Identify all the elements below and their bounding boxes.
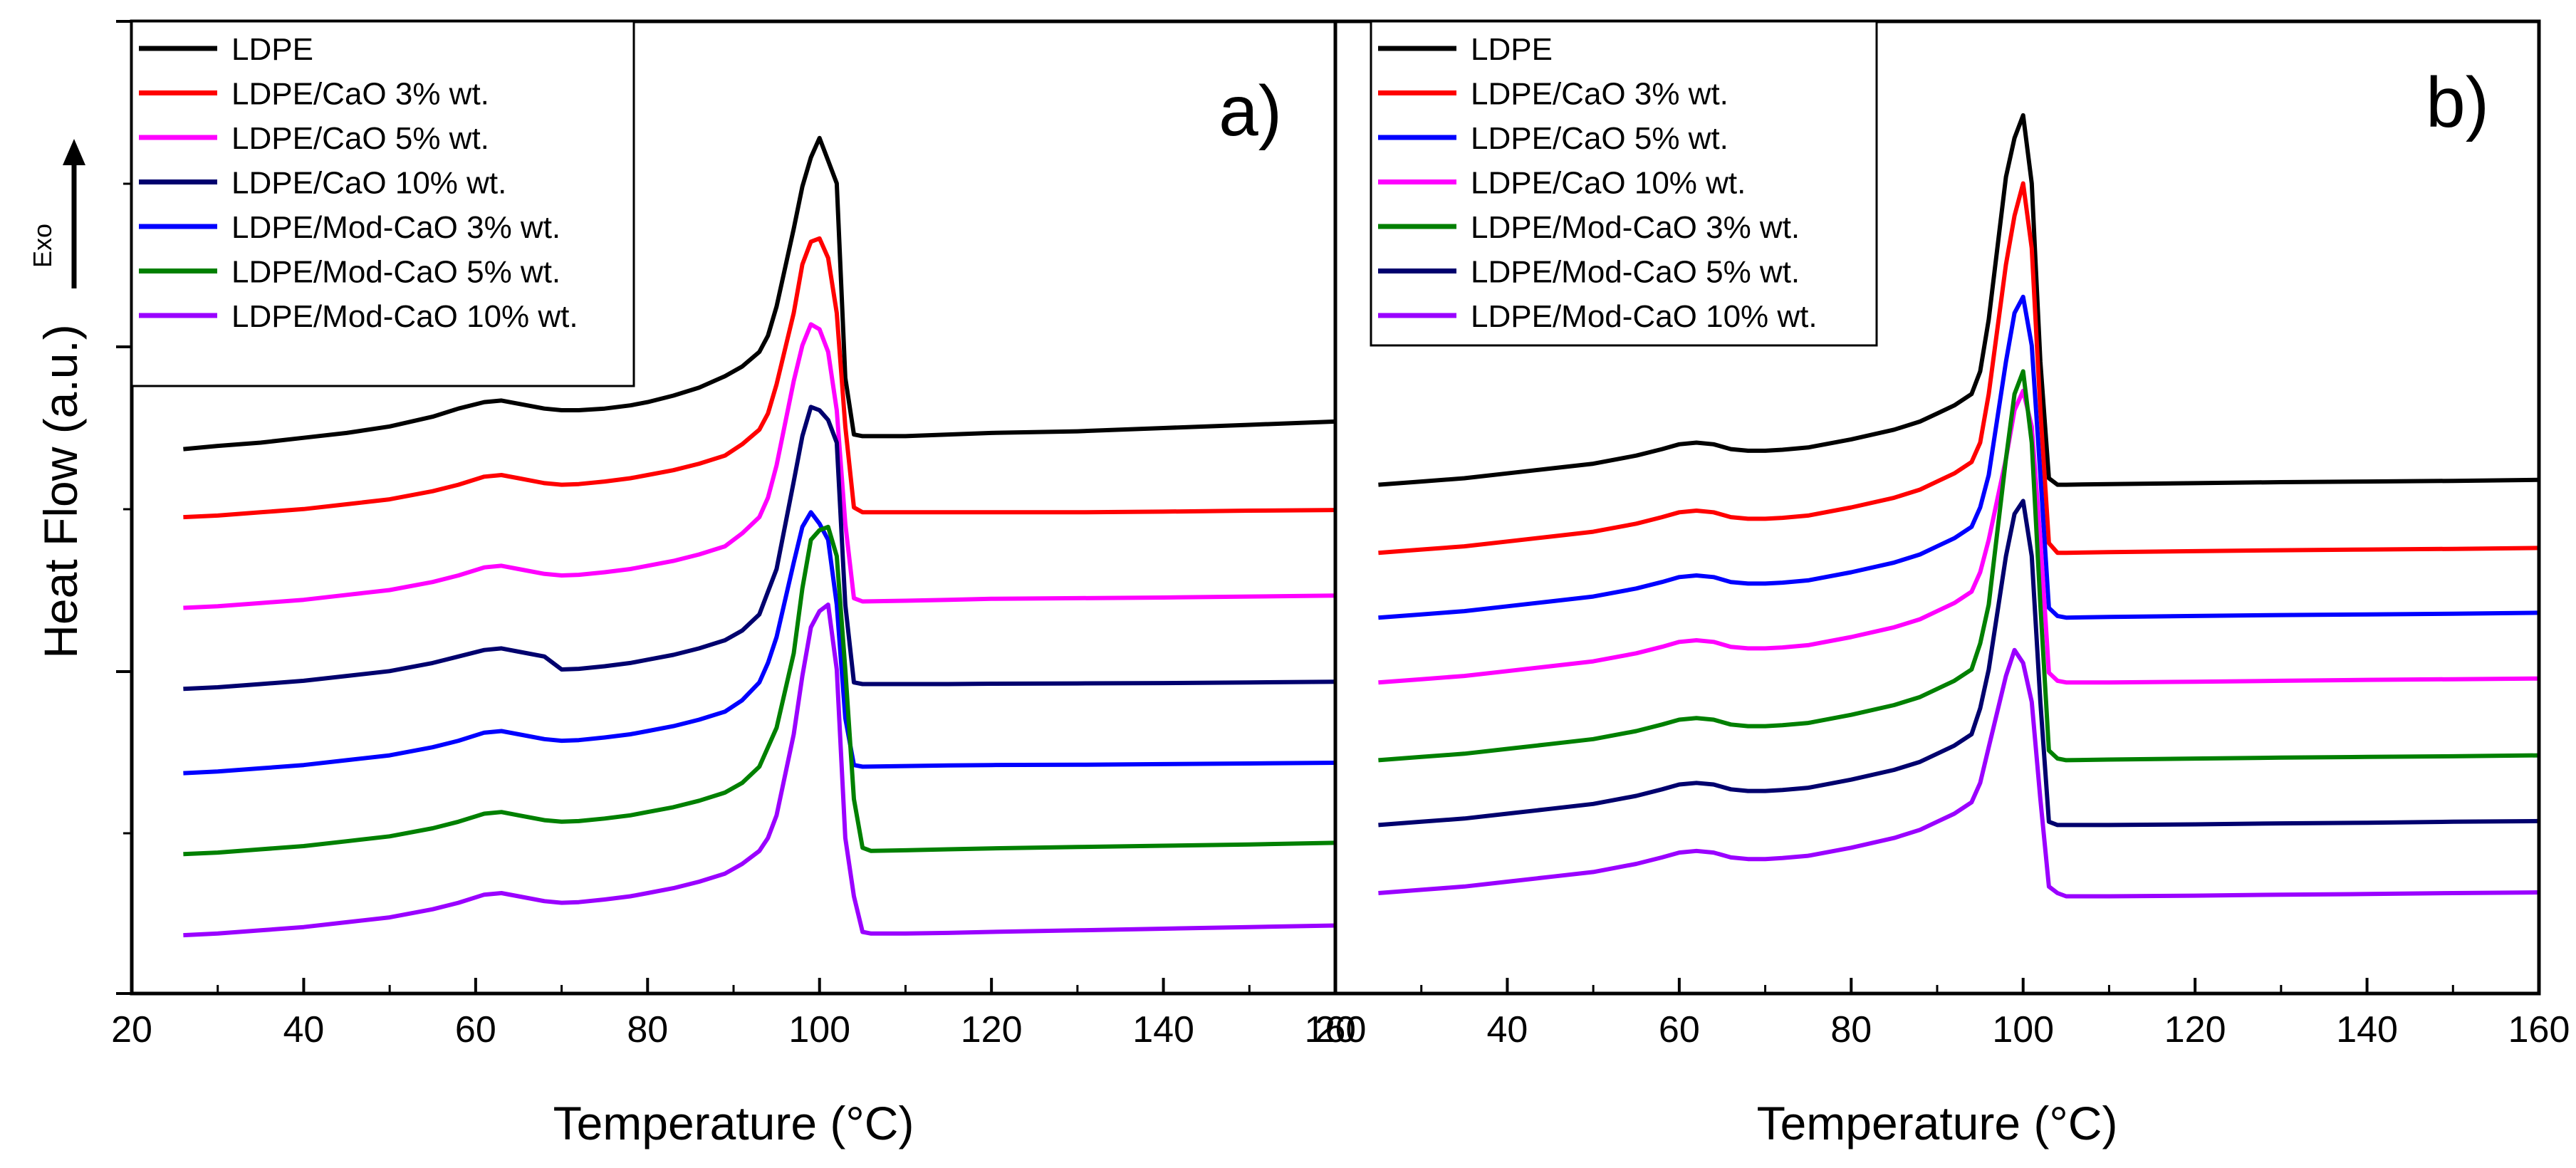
panel-b-legend-label-1: LDPE [1471, 32, 1553, 67]
panel-a-legend-box [130, 20, 635, 387]
panel-b-plot [1378, 113, 2540, 899]
panel-b-series-line-6 [1378, 499, 2540, 828]
panel-b-label: b) [2426, 63, 2489, 142]
panel-b-series-line-3 [1378, 294, 2540, 620]
panel-b-x-tick-label: 100 [1992, 1009, 2054, 1050]
panel-a-series-line-1 [183, 135, 1336, 452]
panel-b-legend-label-6: LDPE/Mod-CaO 5% wt. [1471, 255, 1800, 290]
panel-b-x-tick-label: 140 [2336, 1009, 2398, 1050]
panel-b-series-line-2 [1378, 181, 2540, 556]
panel-b-legend-label-4: LDPE/CaO 10% wt. [1471, 166, 1746, 201]
y-axis-title: Heat Flow (a.u.) [34, 324, 87, 658]
panel-a-series-line-7 [183, 603, 1336, 938]
panel-a-x-tick-label: 20 [111, 1009, 152, 1050]
panel-a-legend-label-7: LDPE/Mod-CaO 10% wt. [231, 299, 578, 334]
panel-a-series-line-5 [183, 510, 1336, 776]
panel-a-x-tick-label: 100 [788, 1009, 850, 1050]
panel-a-legend-label-6: LDPE/Mod-CaO 5% wt. [231, 255, 560, 290]
panel-b-x-tick-label: 60 [1659, 1009, 1700, 1050]
panel-a-legend-label-4: LDPE/CaO 10% wt. [231, 166, 506, 201]
panel-a-x-tick-label: 120 [961, 1009, 1023, 1050]
panel-b-legend: LDPE LDPE/CaO 3% wt. LDPE/CaO 5% wt. LDPE/C… [1370, 20, 1878, 347]
panel-b-x-tick-label: 120 [2164, 1009, 2226, 1050]
panel-a-legend-label-3: LDPE/CaO 5% wt. [231, 121, 489, 156]
panel-a-series-line-4 [183, 405, 1336, 692]
panel-a-x-tick-label: 60 [455, 1009, 496, 1050]
exo-arrow-icon [63, 139, 85, 288]
panel-a-x-axis-title: Temperature (°C) [553, 1097, 914, 1149]
panel-a-legend-label-5: LDPE/Mod-CaO 3% wt. [231, 210, 560, 245]
exo-label: Exo [28, 224, 57, 268]
panel-b-legend-label-2: LDPE/CaO 3% wt. [1471, 77, 1728, 112]
panel-b-series-line-1 [1378, 113, 2540, 487]
panel-b-x-tick-label: 40 [1487, 1009, 1528, 1050]
panel-a-legend-label-1: LDPE [231, 32, 313, 67]
panel-a-series-line-3 [183, 322, 1336, 610]
panel-a-x-axis: 20 40 60 80 100 120 140 160 [111, 20, 1367, 1050]
panel-b-legend-label-3: LDPE/CaO 5% wt. [1471, 121, 1728, 156]
panel-a-x-tick-label: 160 [1305, 1009, 1367, 1050]
panel-b-x-axis-title: Temperature (°C) [1757, 1097, 2118, 1149]
panel-b-x-tick-label: 80 [1830, 1009, 1872, 1050]
panel-a-x-tick-label: 80 [627, 1009, 668, 1050]
panel-b: 20 40 60 80 100 120 140 160 b) Temperature (°C)… [1315, 19, 2570, 1149]
panel-a-plot [183, 135, 1336, 938]
panel-b-series-line-7 [1378, 647, 2540, 899]
panel-a-x-tick-label: 140 [1132, 1009, 1194, 1050]
panel-a-series-line-2 [183, 236, 1336, 520]
panel-b-series-line-5 [1378, 369, 2540, 763]
panel-b-x-tick-label: 160 [2508, 1009, 2570, 1050]
panel-a-x-tick-label: 40 [283, 1009, 325, 1050]
panel-b-legend-label-5: LDPE/Mod-CaO 3% wt. [1471, 210, 1800, 245]
panel-a-label: a) [1219, 71, 1282, 151]
panel-b-series-line-4 [1378, 388, 2540, 685]
panel-b-x-tick-label: 20 [1315, 1009, 1356, 1050]
panel-b-legend-label-7: LDPE/Mod-CaO 10% wt. [1471, 299, 1818, 334]
panel-a-series-line-6 [183, 524, 1336, 857]
panel-b-x-axis: 20 40 60 80 100 120 140 160 [1315, 978, 2570, 1050]
panel-a-legend-label-2: LDPE/CaO 3% wt. [231, 77, 489, 112]
panel-a-legend: LDPE LDPE/CaO 3% wt. LDPE/CaO 5% wt. LDPE/C… [130, 20, 635, 387]
panel-a: 20 40 60 80 100 120 140 160 a) Temperature (°C)… [111, 19, 1367, 1149]
